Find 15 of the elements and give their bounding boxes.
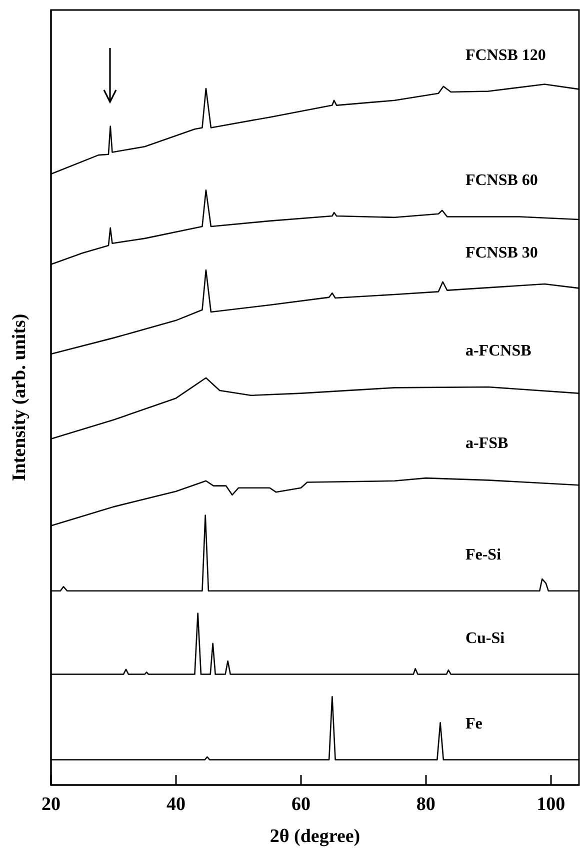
x-tick-label: 60	[291, 794, 310, 815]
series-label: FCNSB 60	[465, 172, 538, 190]
series-label: Cu-Si	[465, 630, 506, 647]
x-tick-label: 100	[536, 794, 566, 815]
x-tick-label: 40	[166, 794, 186, 815]
series-label: Fe	[465, 715, 482, 732]
x-tick-label: 20	[42, 794, 60, 815]
x-tick-label: 80	[416, 794, 436, 815]
series-label: a-FCNSB	[465, 342, 532, 360]
x-axis-title: 2θ (degree)	[270, 826, 360, 847]
series-label: FCNSB 120	[465, 47, 546, 64]
series-label: a-FSB	[465, 434, 508, 452]
series-label: FCNSB 30	[465, 244, 538, 262]
y-axis-title: Intensity (arb. units)	[9, 314, 30, 482]
series-label: Fe-Si	[465, 546, 502, 564]
